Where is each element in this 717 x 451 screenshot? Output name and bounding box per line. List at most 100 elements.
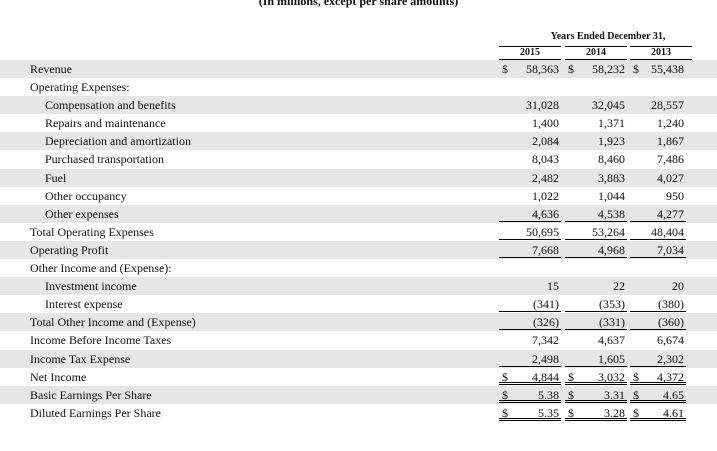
value-cell: $3,032 <box>565 368 627 385</box>
table-row: Operating Expenses: <box>0 78 717 96</box>
value-cell: 1,923 <box>598 134 625 149</box>
row-label: Revenue <box>30 62 72 76</box>
value-cell: 2,482 <box>532 170 559 185</box>
value-cell: (341) <box>499 295 561 313</box>
row-label: Depreciation and amortization <box>45 134 191 149</box>
value-cell: 1,022 <box>532 188 559 203</box>
value-cell: $4,844 <box>499 368 561 385</box>
value-cell: 53,264 <box>565 223 627 240</box>
value-cell: 4,277 <box>630 205 686 222</box>
row-label: Other Income and (Expense): <box>30 261 172 276</box>
year-header-2015: 2015 <box>499 46 561 60</box>
table-row: Total Operating Expenses 50,695 53,264 4… <box>0 223 717 241</box>
year-header-2014: 2014 <box>565 46 627 60</box>
row-label: Purchased transportation <box>45 152 164 167</box>
row-label: Operating Expenses: <box>30 80 130 95</box>
row-label: Other occupancy <box>45 188 127 203</box>
value-cell: 1,371 <box>598 116 625 131</box>
value-cell: $55,438 <box>633 62 684 76</box>
table-row: Income Before Income Taxes 7,342 4,637 6… <box>0 331 717 349</box>
row-label: Other expenses <box>45 206 119 221</box>
table-row: Revenue $58,363 $58,232 $55,438 <box>0 60 717 79</box>
value-cell: 4,637 <box>598 333 625 348</box>
value-cell: 15 <box>547 279 559 294</box>
table-row: Basic Earnings Per Share $5.38 $3.31 $4.… <box>0 385 717 404</box>
year-header-2013: 2013 <box>630 46 692 60</box>
value-cell: $4.61 <box>630 404 686 421</box>
value-cell: 50,695 <box>499 223 561 240</box>
value-cell: $4,372 <box>630 368 686 385</box>
value-cell: 8,043 <box>532 152 559 167</box>
value-cell: 32,045 <box>592 98 625 113</box>
value-cell: 7,668 <box>499 241 561 258</box>
value-cell: 1,240 <box>657 116 684 131</box>
row-label: Investment income <box>45 279 137 294</box>
table-row: Fuel 2,482 3,883 4,027 <box>0 168 717 187</box>
value-cell: 7,342 <box>532 333 559 348</box>
value-cell: 8,460 <box>598 152 625 167</box>
value-cell: 28,557 <box>651 98 684 113</box>
row-label: Operating Profit <box>30 242 109 257</box>
value-cell: 2,084 <box>532 134 559 149</box>
value-cell: 3,883 <box>598 170 625 185</box>
value-cell: (380) <box>630 295 686 313</box>
value-cell: 4,027 <box>657 170 684 185</box>
row-label: Net Income <box>30 369 87 384</box>
row-label: Compensation and benefits <box>45 98 176 113</box>
value-cell: 20 <box>672 279 684 294</box>
row-label: Income Before Income Taxes <box>30 333 172 348</box>
table-row: Purchased transportation 8,043 8,460 7,4… <box>0 150 717 168</box>
row-label: Diluted Earnings Per Share <box>30 405 161 420</box>
row-label: Repairs and maintenance <box>45 116 166 131</box>
table-row: Diluted Earnings Per Share $5.35 $3.28 $… <box>0 404 717 422</box>
row-label: Total Other Income and (Expense) <box>30 315 196 330</box>
row-label: Basic Earnings Per Share <box>30 387 152 402</box>
value-cell: 950 <box>666 188 684 203</box>
table-row: Interest expense (341) (353) (380) <box>0 295 717 313</box>
row-label: Interest expense <box>45 297 123 312</box>
value-cell: (331) <box>565 313 627 331</box>
value-cell: 2,498 <box>499 350 561 367</box>
value-cell: 1,400 <box>532 116 559 131</box>
value-cell: 48,404 <box>630 223 686 240</box>
table-row: Other expenses 4,636 4,538 4,277 <box>0 204 717 223</box>
table-row: Operating Profit 7,668 4,968 7,034 <box>0 240 717 260</box>
value-cell: $3.28 <box>565 404 627 421</box>
value-cell: (326) <box>499 313 561 331</box>
value-cell: $5.35 <box>499 404 561 421</box>
row-label: Total Operating Expenses <box>30 224 154 239</box>
value-cell: $58,232 <box>568 62 625 76</box>
value-cell: 22 <box>613 279 625 294</box>
table-row: Net Income $4,844 $3,032 $4,372 <box>0 368 717 386</box>
value-cell: 2,302 <box>630 350 686 367</box>
value-cell: $3.31 <box>565 386 627 403</box>
value-cell: 1,605 <box>565 350 627 367</box>
value-cell: 4,538 <box>565 205 627 222</box>
value-cell: (353) <box>565 295 627 313</box>
table-row: Total Other Income and (Expense) (326) (… <box>0 313 717 332</box>
table-row: Income Tax Expense 2,498 1,605 2,302 <box>0 349 717 368</box>
row-label: Fuel <box>45 170 67 185</box>
value-cell: 7,486 <box>657 152 684 167</box>
row-label: Income Tax Expense <box>30 351 131 366</box>
value-cell: 31,028 <box>526 98 559 113</box>
table-row: Other occupancy 1,022 1,044 950 <box>0 187 717 205</box>
table-caption: (In millions, except per share amounts) <box>258 0 459 8</box>
table-row: Other Income and (Expense): <box>0 259 717 277</box>
value-cell: (360) <box>630 313 686 331</box>
table-row: Depreciation and amortization 2,084 1,92… <box>0 132 717 151</box>
table-row: Repairs and maintenance 1,400 1,371 1,24… <box>0 114 717 132</box>
value-cell: 4,968 <box>565 241 627 258</box>
value-cell: $5.38 <box>499 386 561 403</box>
table-row: Investment income 15 22 20 <box>0 277 717 296</box>
value-cell: 1,044 <box>598 188 625 203</box>
table-row: Compensation and benefits 31,028 32,045 … <box>0 96 717 115</box>
column-group-header: Years Ended December 31, <box>550 31 666 42</box>
value-cell: $4.65 <box>630 386 686 403</box>
value-cell: 6,674 <box>657 333 684 348</box>
value-cell: $58,363 <box>502 62 559 76</box>
value-cell: 4,636 <box>499 205 561 222</box>
income-statement-table: Revenue $58,363 $58,232 $55,438 Operatin… <box>0 60 717 422</box>
value-cell: 1,867 <box>657 134 684 149</box>
value-cell: 7,034 <box>630 241 686 258</box>
